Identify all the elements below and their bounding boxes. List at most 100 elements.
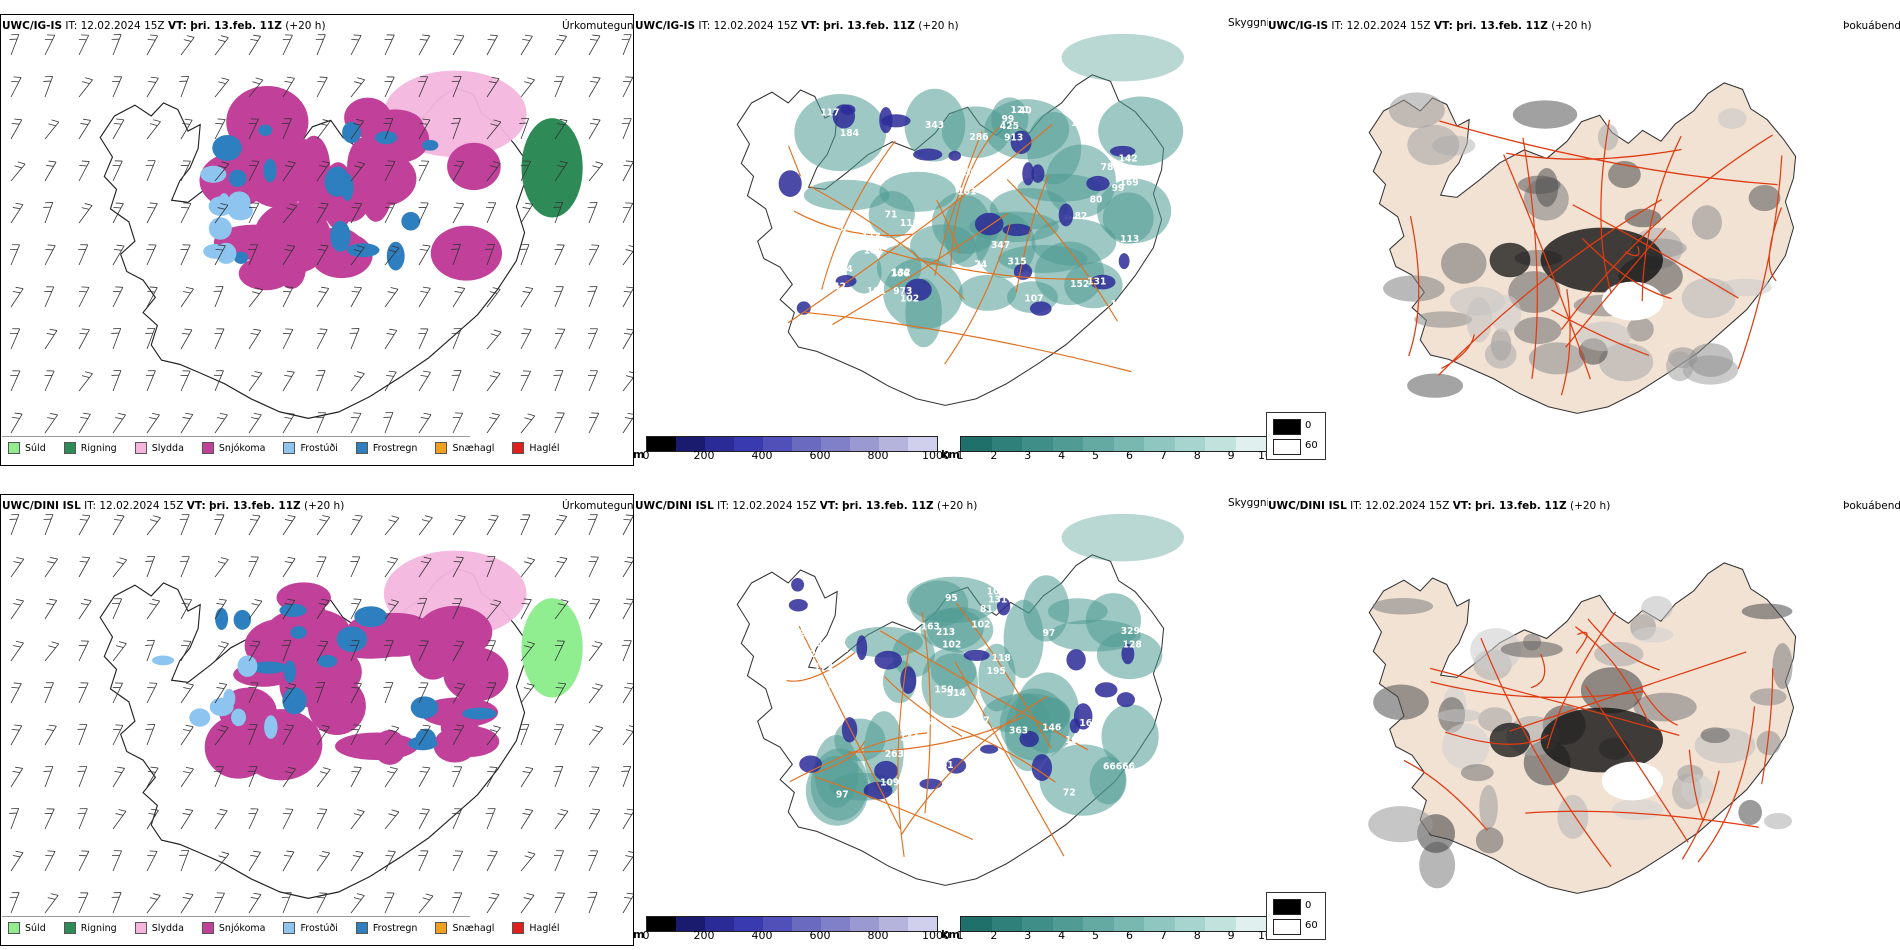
wind-barb: [112, 202, 124, 224]
cloud-base-area: [1121, 643, 1135, 665]
precip-legend-item: Súld: [2, 442, 46, 454]
wind-barb: [10, 76, 22, 98]
cloud-base-area: [1066, 649, 1086, 671]
wind-barb: [418, 412, 432, 434]
wind-barb: [282, 76, 295, 98]
colorbar-segment: [908, 437, 937, 451]
cloud-base-label: 101: [829, 644, 848, 655]
wind-barb: [112, 598, 123, 620]
wind-barb: [248, 892, 262, 914]
cloud-base-area: [996, 597, 1011, 616]
cloud-base-area: [1019, 730, 1039, 748]
wind-barb: [553, 76, 564, 98]
low-visibility-area: [984, 99, 1070, 160]
wind-barb: [214, 203, 229, 224]
wind-barb: [418, 160, 430, 182]
colorbar-segment: [705, 437, 734, 451]
wind-barb: [553, 286, 564, 308]
precip-legend-label: Snjókoma: [218, 442, 266, 454]
snow-area: [307, 676, 366, 735]
wind-barb: [587, 202, 598, 224]
cloud-base-label: 99: [1112, 183, 1125, 194]
wind-barb: [350, 809, 365, 830]
vt-value: þri. 13.feb. 11Z: [1456, 20, 1548, 32]
freezing-rain-area: [422, 139, 439, 151]
cloud-base-label: 286: [969, 132, 989, 143]
cloud-base-label: 66: [861, 685, 874, 696]
cloud-base-label: 40: [1019, 105, 1032, 116]
wind-barb: [316, 556, 327, 578]
colorbar-tick: 3: [1024, 929, 1032, 942]
wind-barb: [44, 328, 58, 350]
wind-barb: [214, 725, 229, 746]
wind-barb: [350, 245, 365, 266]
wind-barb: [248, 412, 262, 434]
freezing-rain-area: [279, 603, 307, 617]
wind-barb: [384, 76, 395, 98]
wind-barb: [78, 328, 90, 350]
precip-legend-swatch: [355, 442, 368, 454]
freezing-drizzle-area: [200, 165, 227, 183]
colorbar-tick: 2: [990, 449, 998, 462]
cloud-base-label: 514: [947, 688, 967, 699]
cloud-base-label: 973: [893, 286, 912, 297]
wind-barb: [248, 328, 262, 350]
wind-barb: [350, 371, 365, 392]
wind-barb: [520, 893, 535, 914]
wind-barb: [78, 850, 90, 872]
wind-barb: [315, 370, 326, 392]
precip-legend-label: Rigning: [80, 442, 117, 454]
wind-barb: [520, 202, 534, 224]
fog-index-area: [1741, 603, 1793, 620]
cloud-base-label: 74: [974, 259, 987, 270]
wind-barb: [418, 850, 429, 872]
wind-barb: [111, 892, 122, 914]
freezing-drizzle-area: [209, 697, 234, 717]
cloud-base-label: 418: [816, 680, 835, 691]
wind-barb: [112, 286, 124, 308]
wind-barb: [316, 640, 329, 662]
low-visibility-area: [909, 580, 969, 627]
wind-barb: [452, 682, 466, 704]
cloud-base-area: [863, 781, 893, 800]
fog-index-area: [1466, 297, 1493, 343]
wind-barb: [520, 328, 532, 350]
colorbar-tick: 400: [751, 449, 773, 462]
colorbar-tick: 1: [956, 449, 964, 462]
freezing-rain-area: [324, 166, 350, 197]
wind-barb: [146, 766, 159, 788]
freezing-rain-area: [212, 135, 242, 161]
wind-barb: [10, 202, 24, 224]
cloud-base-label: 425: [1000, 121, 1019, 132]
wind-barb: [146, 119, 161, 140]
precip-legend-swatch: [8, 922, 20, 934]
wind-barb: [350, 598, 362, 620]
wind-barb: [519, 244, 530, 266]
cloud-base-label: 100: [809, 639, 829, 650]
fog-panel-row1: [1268, 14, 1900, 464]
fog-index-area: [1414, 311, 1473, 328]
cloud-base-label: 66666: [1103, 761, 1135, 772]
precip-legend-item: Snæhagl: [429, 442, 494, 454]
wind-barb: [588, 683, 603, 704]
cloud-base-label: 74: [840, 264, 853, 275]
wind-barb: [486, 76, 500, 98]
fog-index-area: [1680, 774, 1715, 805]
precip-legend-item: Slydda: [129, 922, 184, 934]
cloud-base-label: 363: [1009, 725, 1028, 736]
wind-barb: [486, 892, 500, 914]
wind-barb: [520, 34, 533, 56]
cloud-base-area: [1109, 145, 1136, 157]
colorbar-segment: [879, 917, 908, 931]
wind-barb: [44, 598, 58, 620]
cloud-base-label: 161: [935, 760, 954, 771]
wind-barb: [316, 161, 330, 182]
vt-value: þri. 13.feb. 11Z: [842, 500, 934, 512]
wind-barb: [282, 766, 296, 788]
wind-barb: [519, 117, 530, 140]
precip-legend-label: Haglél: [529, 442, 560, 454]
fog-index-area: [1512, 100, 1578, 129]
colorbar-segment: [763, 437, 792, 451]
low-visibility-area: [1039, 744, 1126, 816]
fog-index-area: [1772, 642, 1793, 690]
